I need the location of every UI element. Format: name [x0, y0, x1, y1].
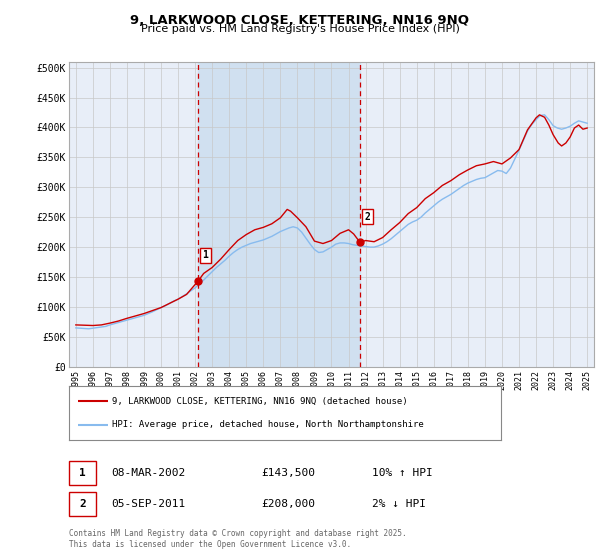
Text: £143,500: £143,500: [261, 468, 315, 478]
Bar: [198, 62, 360, 367]
Text: 08-MAR-2002: 08-MAR-2002: [111, 468, 185, 478]
Text: 1: 1: [202, 250, 208, 260]
Text: 9, LARKWOOD CLOSE, KETTERING, NN16 9NQ: 9, LARKWOOD CLOSE, KETTERING, NN16 9NQ: [131, 14, 470, 27]
Text: 10% ↑ HPI: 10% ↑ HPI: [372, 468, 433, 478]
Text: 9, LARKWOOD CLOSE, KETTERING, NN16 9NQ (detached house): 9, LARKWOOD CLOSE, KETTERING, NN16 9NQ (…: [112, 397, 408, 406]
Text: 2: 2: [79, 499, 86, 509]
Text: 2% ↓ HPI: 2% ↓ HPI: [372, 499, 426, 509]
Text: £208,000: £208,000: [261, 499, 315, 509]
Text: HPI: Average price, detached house, North Northamptonshire: HPI: Average price, detached house, Nort…: [112, 420, 424, 429]
Text: 05-SEP-2011: 05-SEP-2011: [111, 499, 185, 509]
Text: Contains HM Land Registry data © Crown copyright and database right 2025.
This d: Contains HM Land Registry data © Crown c…: [69, 529, 407, 549]
Text: Price paid vs. HM Land Registry's House Price Index (HPI): Price paid vs. HM Land Registry's House …: [140, 24, 460, 34]
Text: 2: 2: [364, 212, 370, 222]
Text: 1: 1: [79, 468, 86, 478]
